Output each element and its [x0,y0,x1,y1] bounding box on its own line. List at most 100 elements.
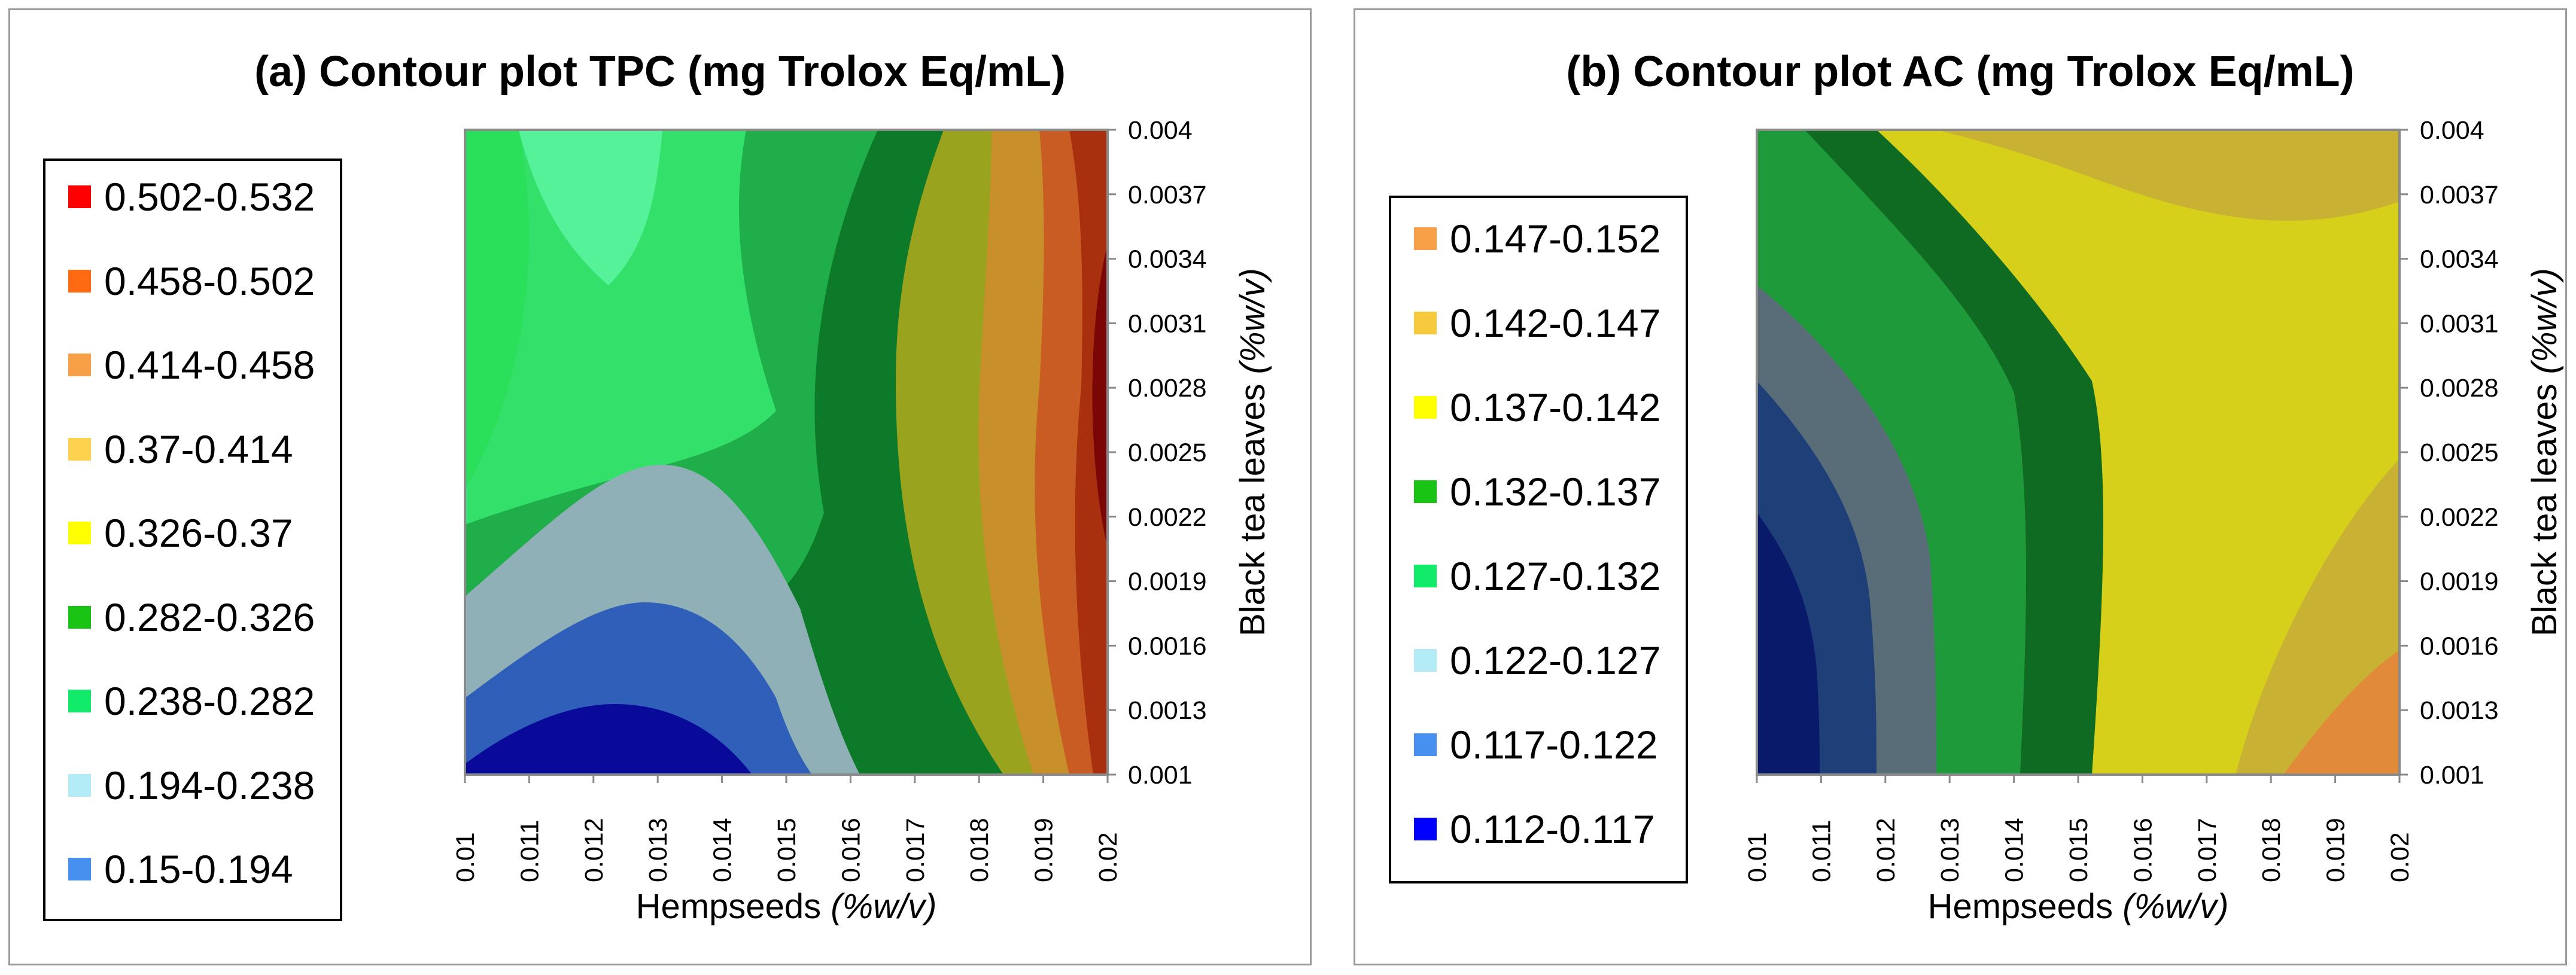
x-tick-label: 0.011 [515,820,544,882]
legend-item: 0.132-0.137 [1414,468,1660,516]
y-tick-label: 0.0028 [1128,374,1207,403]
legend-item: 0.112-0.117 [1414,805,1655,853]
legend-label: 0.117-0.122 [1450,723,1658,767]
contour-region-paleGreen [519,130,662,285]
legend: 0.147-0.152 0.142-0.147 0.137-0.142 0.132-0… [1389,196,1688,883]
x-tick-label: 0.015 [2064,818,2093,882]
x-tick-label: 0.012 [580,818,609,882]
x-tick-label: 0.016 [837,818,865,882]
legend-swatch [1414,733,1437,756]
contour-region-navy [1757,513,1820,775]
x-tick-label: 0.019 [1030,818,1059,882]
legend-label: 0.137-0.142 [1450,385,1661,429]
legend-label: 0.112-0.117 [1450,807,1655,851]
legend-swatch [68,522,91,544]
legend-label: 0.502-0.532 [104,175,315,219]
y-axis-unit: (%w/v) [2525,268,2564,374]
x-tick-label: 0.018 [965,818,994,882]
y-tick-label: 0.0034 [1128,245,1207,274]
x-tick-label: 0.02 [2386,832,2414,882]
x-axis-label: Hempseeds (%w/v) [636,887,937,926]
legend-label: 0.37-0.414 [104,426,293,471]
y-tick-label: 0.0025 [2420,438,2499,467]
legend-item: 0.458-0.502 [68,257,315,305]
x-axis-unit: (%w/v) [831,887,936,926]
chart-title: (b) Contour plot AC (mg Trolox Eq/mL) [1566,48,2355,96]
x-tick-label: 0.017 [901,818,930,882]
panel-ac: (b) Contour plot AC (mg Trolox Eq/mL) 0.… [1354,8,2567,965]
x-tick-label: 0.02 [1094,832,1123,882]
contour-region-maroon [1092,243,1108,549]
legend-swatch [68,354,91,376]
legend-swatch [1414,396,1437,419]
y-axis-label: Black tea leaves (%w/v) [1233,268,1272,636]
legend-label: 0.326-0.37 [104,511,293,555]
contour-region-navy [465,704,752,775]
legend-swatch [1414,649,1437,672]
legend-swatch [1414,818,1437,840]
contour-plot-tpc: 0.001 0.0013 0.0016 0.0019 0.0022 0.0025 0.002… [451,116,1272,926]
y-tick-label: 0.0016 [2420,632,2499,660]
y-tick-label: 0.0025 [1128,438,1207,467]
legend-swatch [1414,565,1437,587]
legend-item: 0.37-0.414 [68,425,293,473]
legend-swatch [68,605,91,629]
legend-swatch [68,858,91,880]
legend-item: 0.147-0.152 [1414,215,1660,263]
legend-item: 0.117-0.122 [1414,721,1657,769]
legend-item: 0.238-0.282 [68,677,315,725]
y-tick-label: 0.0022 [2420,503,2499,532]
legend-label: 0.238-0.282 [104,679,315,723]
legend-item: 0.15-0.194 [68,845,293,893]
y-tick-label: 0.0022 [1128,503,1207,532]
legend-label: 0.132-0.137 [1450,470,1661,514]
contour-region-edgegreen [465,130,529,489]
legend-swatch [68,185,91,208]
y-tick-label: 0.004 [1128,116,1193,145]
legend-label: 0.458-0.502 [104,258,315,303]
legend-label: 0.194-0.238 [104,763,315,808]
x-tick-label: 0.014 [2000,818,2029,882]
legend-item: 0.326-0.37 [68,509,293,557]
y-tick-label: 0.001 [2420,761,2484,790]
x-tick-label: 0.017 [2193,818,2222,882]
legend-item: 0.137-0.142 [1414,383,1660,431]
legend-swatch [1414,480,1437,503]
legend-label: 0.122-0.127 [1450,638,1661,682]
y-tick-label: 0.0031 [1128,309,1207,338]
legend-label: 0.147-0.152 [1450,217,1661,261]
contour-region-khaki-top [1757,130,2399,221]
legend-item: 0.282-0.326 [68,593,315,641]
legend-item: 0.502-0.532 [68,173,315,221]
y-tick-label: 0.0034 [2420,245,2499,274]
legend-swatch [68,773,91,797]
legend-item: 0.414-0.458 [68,341,315,389]
legend: 0.502-0.532 0.458-0.502 0.414-0.458 0.37-0.… [43,159,342,921]
legend-label: 0.414-0.458 [104,343,315,387]
legend-swatch [1414,227,1437,250]
x-tick-label: 0.019 [2322,818,2350,882]
legend-label: 0.127-0.132 [1450,554,1661,598]
y-tick-label: 0.0037 [2420,181,2499,209]
y-tick-label: 0.0013 [1128,696,1207,725]
x-tick-label: 0.01 [1743,832,1772,882]
x-tick-label: 0.013 [1936,818,1964,882]
legend-item: 0.127-0.132 [1414,552,1660,600]
legend-label: 0.142-0.147 [1450,301,1661,345]
contour-region-lightgreen [465,130,776,525]
x-tick-label: 0.018 [2257,818,2286,882]
legend-swatch [68,690,91,712]
legend-label: 0.282-0.326 [104,595,315,639]
contour-region-brown [1069,130,1108,775]
y-tick-label: 0.0013 [2420,696,2499,725]
x-tick-label: 0.016 [2128,818,2157,882]
x-tick-label: 0.015 [773,818,801,882]
y-tick-label: 0.0028 [2420,374,2499,403]
legend-swatch [68,437,91,461]
y-tick-label: 0.0019 [2420,568,2499,596]
x-axis-label: Hempseeds (%w/v) [1928,887,2229,926]
y-tick-label: 0.0019 [1128,568,1207,596]
x-tick-label: 0.012 [1872,818,1900,882]
contour-region-orange [2283,650,2399,775]
legend-swatch [1414,312,1437,334]
